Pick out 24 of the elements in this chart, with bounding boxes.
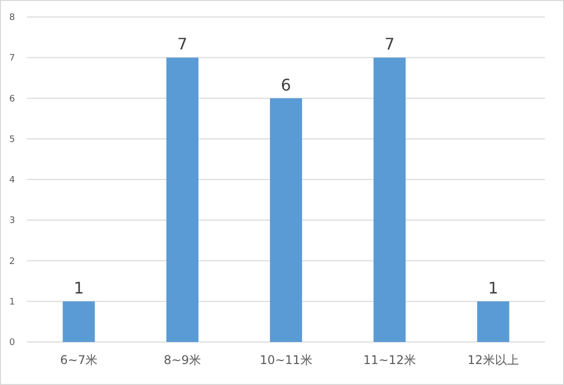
y-tick-label: 4 — [9, 176, 16, 186]
x-tick-label: 10~11米 — [260, 353, 312, 367]
bar — [270, 98, 302, 342]
data-label: 6 — [280, 75, 292, 94]
bar — [374, 58, 406, 342]
y-tick-label: 7 — [9, 54, 15, 64]
x-tick-label: 6~7米 — [60, 353, 98, 367]
y-tick-label: 2 — [9, 256, 15, 267]
data-label: 1 — [488, 278, 498, 298]
x-tick-label: 12米以上 — [468, 353, 519, 367]
y-tick-label: 8 — [9, 13, 16, 23]
y-tick-label: 6 — [9, 94, 16, 104]
bar — [166, 58, 198, 342]
y-tick-label: 1 — [9, 297, 15, 308]
x-tick-label: 8~9米 — [164, 353, 202, 367]
x-tick-label: 11~12米 — [363, 353, 416, 367]
y-tick-label: 5 — [9, 134, 15, 145]
bar — [62, 301, 95, 342]
data-label: 1 — [74, 278, 84, 298]
y-tick-label: 3 — [9, 216, 15, 226]
data-label: 7 — [177, 34, 188, 54]
bar — [477, 301, 510, 342]
data-label: 7 — [384, 34, 395, 54]
y-tick-label: 0 — [9, 338, 16, 348]
